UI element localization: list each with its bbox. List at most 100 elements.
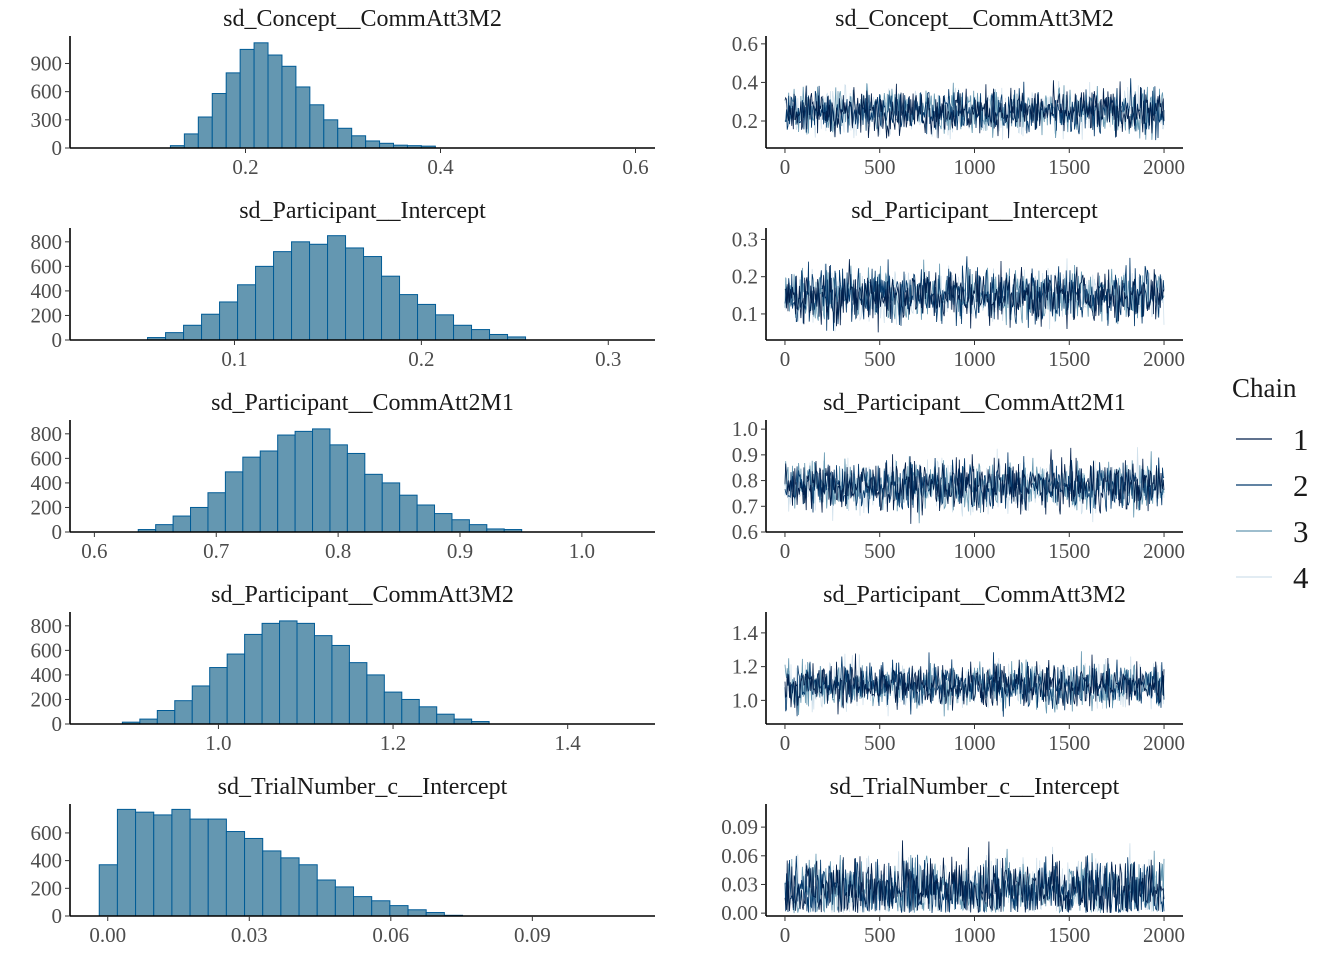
histogram-bar [296, 622, 315, 725]
histogram-bar [312, 428, 331, 533]
x-tick-label: 0 [780, 539, 791, 563]
histogram-bar [201, 313, 221, 341]
panel-title: sd_Concept__CommAtt3M2 [223, 6, 502, 32]
histogram-bar [211, 93, 227, 149]
x-tick-label: 0.6 [622, 155, 648, 179]
histogram-bar [337, 127, 353, 149]
histogram-bar [225, 831, 246, 917]
trace-panels: sd_Concept__CommAtt3M2 0 500 1000 1500 2000 0.… [721, 6, 1185, 947]
histogram-bar [453, 324, 473, 341]
x-tick-label: 1.4 [555, 731, 582, 755]
histogram-bar [401, 698, 420, 725]
x-tick-label: 1000 [954, 539, 996, 563]
histogram-bar [291, 241, 311, 341]
histogram-bar [399, 494, 418, 533]
histogram-bar [329, 444, 348, 533]
y-tick-label: 800 [31, 230, 63, 254]
histogram-bar [197, 116, 213, 149]
y-tick-label: 600 [31, 446, 63, 470]
y-tick-label: 1.0 [732, 688, 758, 712]
x-tick-label: 1.0 [569, 539, 595, 563]
y-tick-label: 0.00 [721, 901, 758, 925]
x-tick-label: 0.6 [81, 539, 107, 563]
y-tick-label: 0.1 [732, 302, 758, 326]
histogram-bar [345, 247, 365, 341]
trace-line-chain-1 [784, 259, 1165, 333]
x-tick-label: 1.0 [205, 731, 231, 755]
x-tick-label: 0 [780, 731, 791, 755]
trace-line-chain-1 [784, 840, 1165, 914]
panel-title: sd_Participant__CommAtt2M1 [823, 390, 1126, 416]
histogram-bar [313, 635, 333, 725]
x-tick-label: 1000 [954, 731, 996, 755]
x-tick-label: 1000 [954, 923, 996, 947]
trace-panel: sd_TrialNumber_c__Intercept 0 500 1000 1500 2… [721, 774, 1185, 947]
y-tick-label: 0.9 [732, 443, 758, 467]
histogram-bar [172, 515, 192, 533]
histogram-bar [191, 685, 211, 725]
histogram-bar [416, 504, 436, 533]
histogram-panel: sd_Participant__Intercept 0.1 0.2 0.3 020040… [31, 198, 655, 371]
histogram-bar [183, 133, 199, 149]
x-tick-label: 500 [864, 347, 896, 371]
x-tick-label: 1500 [1048, 731, 1090, 755]
x-tick-label: 500 [864, 731, 896, 755]
x-tick-label: 500 [864, 539, 896, 563]
histogram-bar [244, 633, 263, 725]
y-tick-label: 200 [31, 687, 63, 711]
y-tick-label: 200 [31, 303, 63, 327]
x-tick-label: 1.2 [380, 731, 406, 755]
panel-title: sd_TrialNumber_c__Intercept [830, 774, 1120, 800]
y-tick-label: 400 [31, 663, 63, 687]
histogram-bar [242, 456, 261, 533]
histogram-panel: sd_Participant__CommAtt2M1 0.6 0.7 0.8 0.9 1.… [31, 390, 655, 563]
y-tick-label: 600 [31, 254, 63, 278]
y-tick-label: 0.09 [721, 815, 758, 839]
histogram-bar [262, 850, 282, 917]
y-tick-label: 200 [31, 495, 63, 519]
y-tick-label: 0.2 [732, 109, 758, 133]
histogram-panel: sd_Concept__CommAtt3M2 0.2 0.4 0.6 0 300 600 90… [31, 6, 655, 179]
y-tick-label: 800 [31, 422, 63, 446]
x-tick-label: 500 [864, 923, 896, 947]
x-tick-label: 0 [780, 923, 791, 947]
x-tick-label: 0.2 [232, 155, 258, 179]
histogram-bar [165, 332, 185, 341]
histogram-bar [451, 519, 470, 533]
histogram-bar [273, 251, 293, 341]
histogram-bar [418, 706, 438, 725]
x-tick-label: 500 [864, 155, 896, 179]
histogram-bar [224, 471, 244, 533]
histogram-bar [389, 905, 409, 917]
x-tick-label: 1500 [1048, 155, 1090, 179]
legend-title: Chain [1232, 373, 1297, 403]
histogram-bar [381, 482, 401, 533]
trace-line-chain-3 [784, 82, 1165, 140]
histogram-bar [277, 434, 296, 533]
histogram-bar [407, 909, 427, 917]
panel-title: sd_Participant__Intercept [239, 198, 486, 224]
histogram-bar [366, 674, 385, 725]
trace-line-chain-1 [784, 80, 1165, 139]
y-tick-label: 0 [52, 904, 63, 928]
histogram-bar [280, 857, 300, 917]
histogram-bar [116, 808, 137, 917]
histogram-bar [323, 119, 339, 149]
x-tick-label: 0.7 [203, 539, 229, 563]
panel-title: sd_Concept__CommAtt3M2 [835, 6, 1114, 32]
histogram-bar [295, 86, 311, 149]
y-tick-label: 900 [31, 51, 63, 75]
histogram-panel: sd_Participant__CommAtt3M2 1.0 1.2 1.4 02004… [31, 582, 655, 755]
x-tick-label: 0.06 [372, 923, 409, 947]
histogram-bar [156, 710, 176, 725]
y-tick-label: 0 [52, 712, 63, 736]
y-tick-label: 0.7 [732, 494, 758, 518]
histogram-bar [279, 620, 298, 725]
x-tick-label: 2000 [1143, 923, 1185, 947]
histogram-bar [237, 284, 257, 341]
x-tick-label: 0.00 [89, 923, 126, 947]
y-tick-label: 0.6 [732, 32, 758, 56]
x-tick-label: 0 [780, 347, 791, 371]
histogram-bar [239, 48, 255, 149]
histogram-panel: sd_TrialNumber_c__Intercept 0.00 0.03 0.06 0… [31, 774, 655, 947]
